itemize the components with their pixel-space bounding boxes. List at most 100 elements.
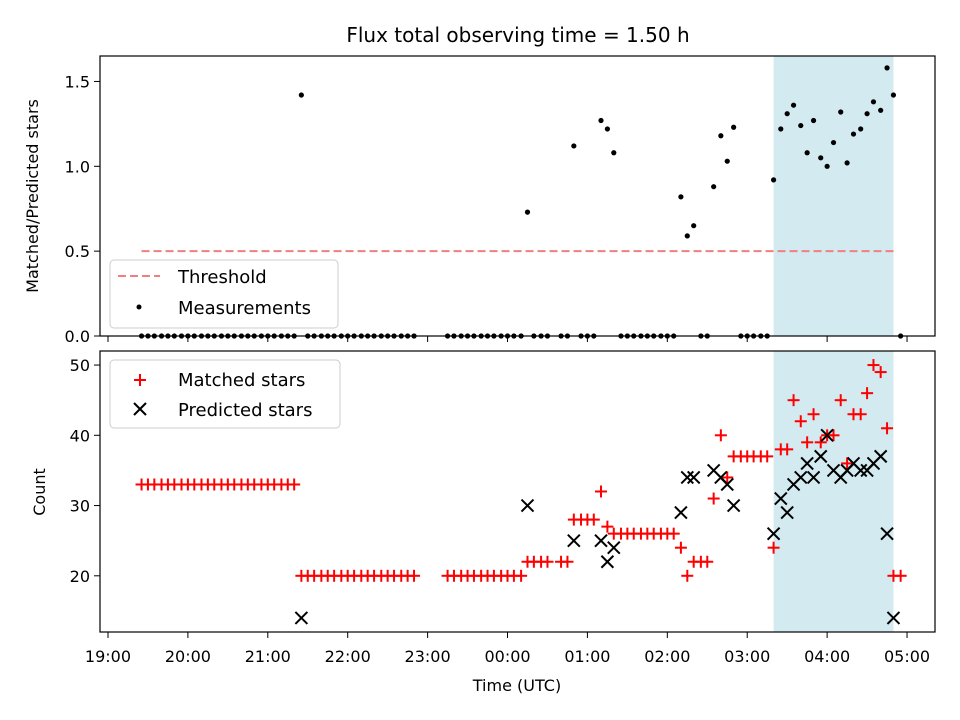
data-point [861,387,874,400]
data-point [571,143,577,149]
data-point [680,470,695,485]
y-tick-label: 0.5 [65,242,90,261]
data-point [841,457,854,470]
x-tick-label: 04:00 [804,647,850,666]
top-y-ticks: 0.0 0.5 1.0 1.5 [65,72,100,346]
data-point [873,449,888,464]
data-point [798,122,804,129]
data-point [604,126,610,132]
data-point [774,491,788,506]
x-tick-label: 21:00 [245,647,291,666]
top-axes-frame [99,55,936,337]
top-legend: Threshold Measurements [109,259,339,329]
data-point [834,394,847,407]
x-tick-label: 22:00 [325,647,371,666]
data-point [600,555,615,569]
data-point [726,498,741,513]
y-tick-label: 0.0 [65,327,90,346]
data-point [814,436,827,449]
bottom-legend: Matched stars Predicted stars [109,359,341,429]
data-point [794,470,808,485]
measurements-legend-swatch [136,304,142,310]
data-point [684,233,690,239]
data-point [800,456,814,471]
data-point [881,422,894,435]
data-point [611,150,617,156]
data-point [674,541,687,554]
data-point [780,505,794,520]
data-point [707,492,720,505]
data-point [598,117,604,124]
y-tick-label: 20 [70,567,90,586]
data-point [667,527,680,540]
data-point [858,126,864,132]
data-point [818,155,824,161]
count-points-layer [135,359,907,625]
data-point [761,450,774,463]
data-point [804,150,810,156]
data-point [806,470,821,485]
data-point [794,415,807,428]
data-point [595,485,607,498]
data-point [288,478,301,491]
data-point [853,463,868,478]
data-point [691,223,697,229]
data-point [838,109,844,115]
data-point [567,533,581,548]
data-point [711,184,717,190]
y-tick-label: 50 [70,356,90,375]
data-point [807,408,820,421]
top-legend-box [109,259,339,329]
x-tick-label: 20:00 [165,647,211,666]
x-tick-label: 19:00 [85,647,131,666]
bottom-y-axis-label: Count [30,468,49,516]
chart-title: Flux total observing time = 1.50 h [346,23,689,47]
data-point [674,505,688,520]
measurements-legend-label: Measurements [178,298,311,319]
series-predicted-stars [294,428,901,625]
data-point [594,533,608,548]
x-tick-label: 00:00 [484,647,530,666]
data-point [408,569,421,582]
data-point [766,526,781,541]
x-tick-label: 01:00 [564,647,610,666]
y-tick-label: 40 [70,426,90,445]
bottom-legend-box [109,359,341,429]
data-point [824,163,830,169]
data-point [886,611,901,625]
data-point [850,131,857,137]
data-point [830,139,837,146]
data-point [890,92,897,98]
data-point [587,513,600,526]
top-panel: Flux total observing time = 1.50 h 0.00.… [23,23,936,346]
top-shaded-span [773,56,894,336]
data-point [601,520,614,533]
data-point [607,540,621,555]
top-y-axis-label: Matched/Predicted stars [23,99,42,293]
x-tick-label: 02:00 [644,647,690,666]
data-point [701,555,714,568]
data-point [718,133,724,139]
data-point [770,177,777,183]
data-point [520,498,535,513]
y-tick-label: 1.5 [65,72,90,91]
data-point [880,526,894,541]
x-tick-label: 03:00 [724,647,770,666]
x-axis-label: Time (UTC) [472,676,561,695]
bottom-axes-frame [99,350,936,633]
data-point [720,477,734,492]
data-point [814,449,828,464]
data-point [870,99,877,105]
bottom-x-ticks: 19:00 20:00 21:00 22:00 23:00 00:00 01:00 02:00… [85,632,930,666]
data-point [801,436,814,449]
data-point [731,124,737,130]
series-matched-stars [135,359,907,582]
data-point [767,541,780,554]
data-point [810,117,817,124]
data-point [686,470,701,485]
y-tick-label: 1.0 [65,157,90,176]
data-point [515,569,528,582]
top-x-ticks [107,336,908,342]
data-point [681,569,694,582]
x-tick-label: 23:00 [405,647,451,666]
